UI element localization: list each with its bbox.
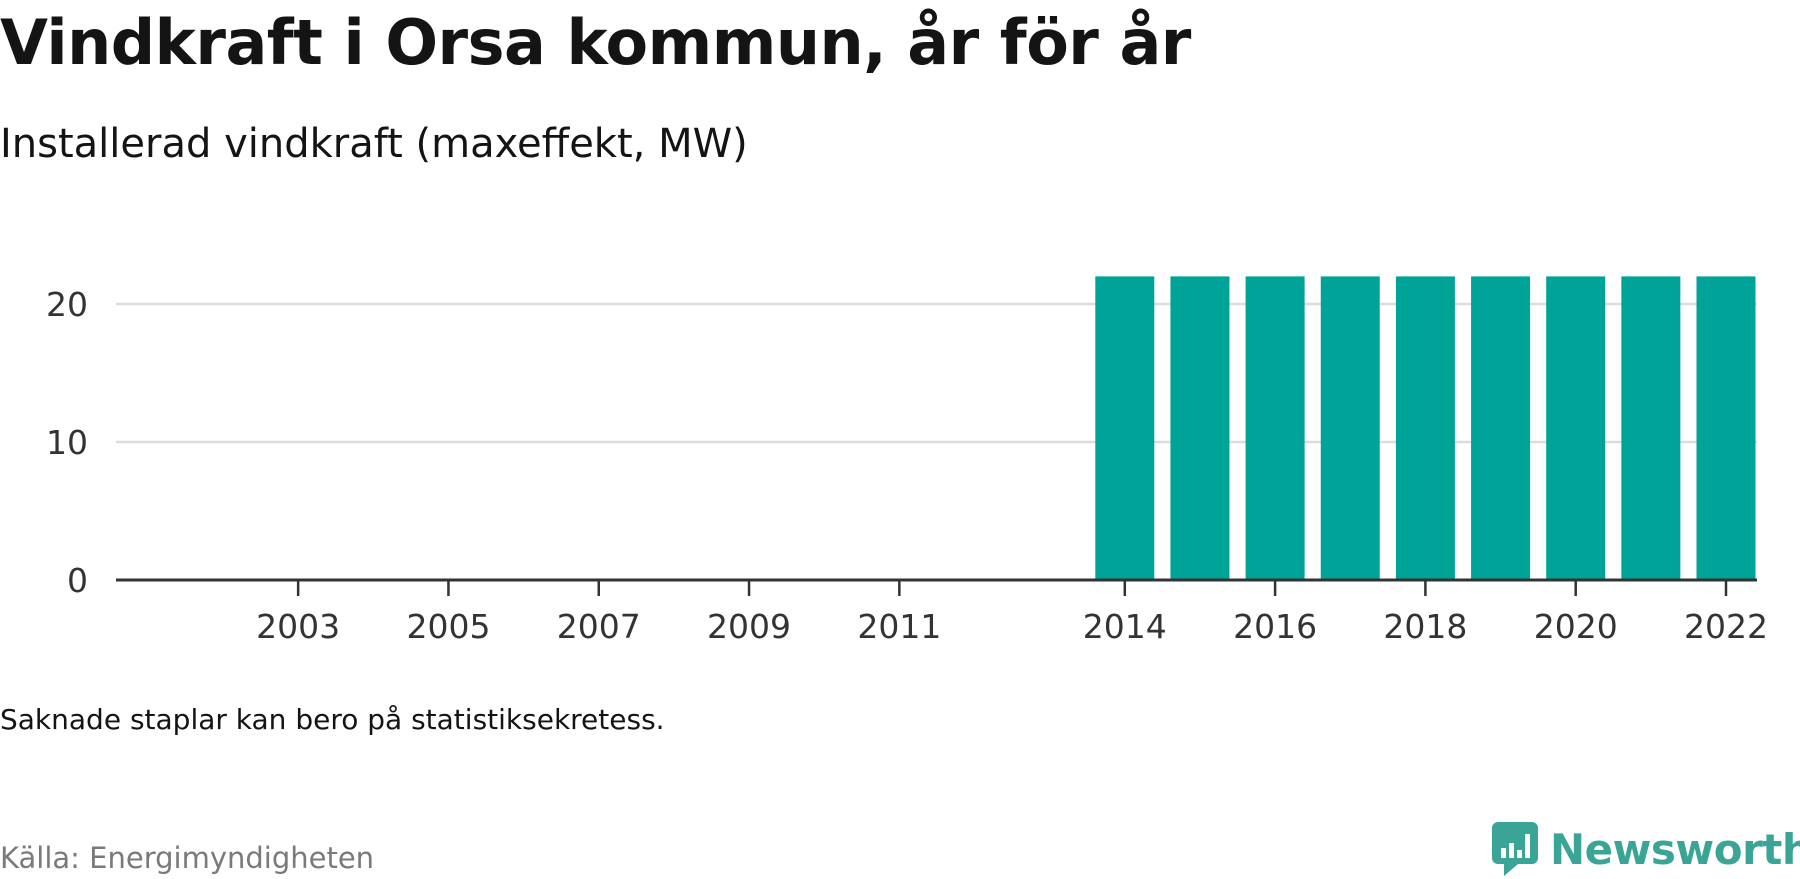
bar <box>1245 276 1305 580</box>
brand: Newsworthy <box>1490 820 1800 878</box>
bar-chart: 0 10 20 2003 2005 2007 2009 2011 2014 2016 2018 202… <box>46 276 1768 646</box>
x-tick-label: 2009 <box>707 607 791 646</box>
x-tick-label: 2007 <box>557 607 641 646</box>
x-tick-label: 2016 <box>1233 607 1317 646</box>
brand-name: Newsworthy <box>1550 824 1800 874</box>
bar <box>1170 276 1230 580</box>
x-tick-label: 2018 <box>1383 607 1467 646</box>
bar <box>1320 276 1380 580</box>
x-tick-label: 2005 <box>406 607 490 646</box>
chart-subtitle: Installerad vindkraft (maxeffekt, MW) <box>0 121 748 167</box>
bar <box>1095 276 1155 580</box>
newsworthy-logo-icon <box>1492 822 1538 876</box>
x-tick-label: 2014 <box>1083 607 1167 646</box>
bar <box>1395 276 1455 580</box>
bar <box>1696 276 1756 580</box>
x-tick-label: 2022 <box>1684 607 1768 646</box>
footnote: Saknade staplar kan bero på statistiksek… <box>0 703 665 736</box>
y-tick-label: 0 <box>67 561 88 600</box>
x-tick-label: 2011 <box>857 607 941 646</box>
chart-title: Vindkraft i Orsa kommun, år för år <box>0 6 1191 79</box>
x-tick-label: 2003 <box>256 607 340 646</box>
bar <box>1546 276 1606 580</box>
source-credit: Källa: Energimyndigheten <box>0 841 375 875</box>
y-tick-label: 10 <box>46 423 88 462</box>
x-tick-label: 2020 <box>1534 607 1618 646</box>
y-tick-label: 20 <box>46 285 88 324</box>
bar <box>1621 276 1681 580</box>
bar <box>1471 276 1531 580</box>
